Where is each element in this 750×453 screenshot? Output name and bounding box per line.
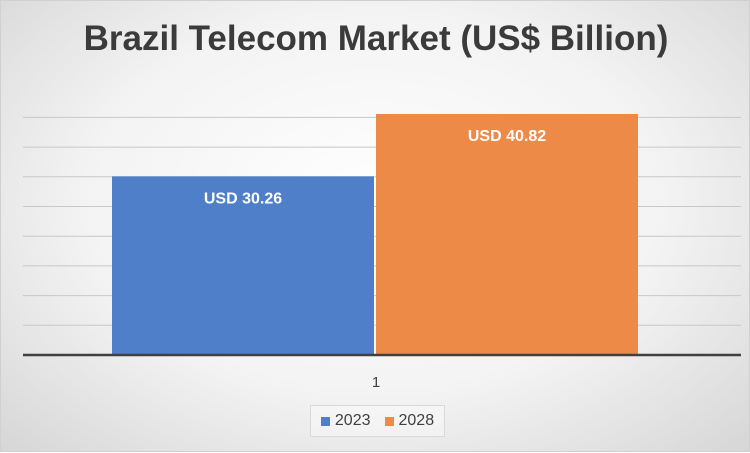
legend-label-2028: 2028 [398, 412, 435, 429]
x-tick-label: 1 [372, 374, 380, 391]
legend-item-2028: 2028 [384, 412, 435, 430]
chart-title: Brazil Telecom Market (US$ Billion) [83, 19, 669, 58]
legend-label-2023: 2023 [334, 412, 371, 429]
data-label-2023: USD 30.26 [204, 190, 282, 207]
bar-2023 [112, 176, 374, 355]
x-tick-labels: 1 [372, 374, 380, 391]
legend: 2023 2028 [310, 405, 445, 437]
bars: USD 30.26 USD 40.82 [112, 114, 638, 355]
data-label-2028: USD 40.82 [468, 128, 546, 145]
legend-item-2023: 2023 [320, 412, 371, 430]
legend-swatch-2028 [384, 416, 394, 426]
legend-swatch-2023 [320, 416, 330, 426]
bar-2028 [376, 114, 638, 355]
